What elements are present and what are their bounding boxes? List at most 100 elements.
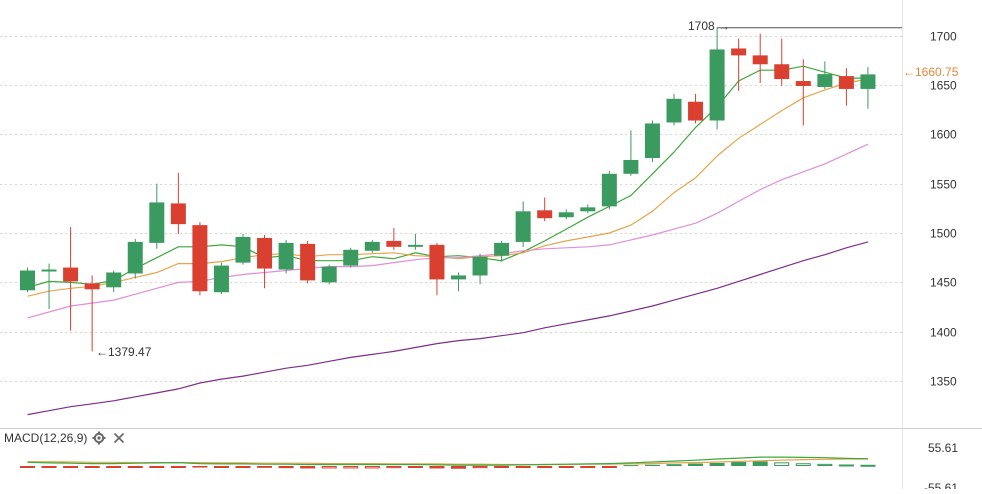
candle bbox=[407, 234, 423, 250]
candle-body bbox=[451, 275, 466, 280]
macd-histogram-bar bbox=[170, 466, 186, 468]
macd-histogram-bar bbox=[515, 466, 531, 468]
macd-histogram-bar bbox=[407, 466, 423, 468]
candle bbox=[343, 247, 359, 268]
candle-body bbox=[472, 256, 488, 276]
macd-histogram-bar bbox=[192, 466, 208, 468]
candle bbox=[838, 68, 854, 106]
macd-histogram-bar bbox=[494, 466, 510, 468]
candle bbox=[709, 27, 725, 130]
macd-panel: 55.61 -55.61 bbox=[20, 441, 958, 494]
macd-histogram-bar bbox=[235, 466, 251, 468]
macd-histogram-bar bbox=[321, 466, 337, 469]
candle-body bbox=[257, 237, 273, 269]
candle bbox=[321, 264, 337, 285]
candle bbox=[515, 201, 531, 247]
candle-body bbox=[84, 283, 100, 290]
candle-body bbox=[321, 266, 337, 283]
macd-tick-label: -55.61 bbox=[924, 481, 958, 489]
macd-histogram-bar bbox=[601, 466, 617, 468]
macd-histogram-bar bbox=[386, 466, 402, 469]
close-icon[interactable] bbox=[111, 430, 127, 446]
macd-histogram-bar bbox=[472, 466, 488, 469]
moving-average-line bbox=[27, 78, 869, 297]
macd-histogram-bar bbox=[709, 462, 725, 466]
candle bbox=[257, 234, 273, 289]
macd-histogram-bar bbox=[451, 466, 466, 469]
min-price-label: ←1379.47 bbox=[96, 345, 152, 359]
candle bbox=[300, 240, 316, 284]
candle-body bbox=[407, 244, 423, 247]
price-tick-label: 1600 bbox=[930, 128, 957, 142]
candle bbox=[429, 242, 445, 296]
candle-body bbox=[192, 225, 208, 292]
gear-icon[interactable] bbox=[91, 430, 107, 446]
macd-histogram-bar bbox=[774, 462, 790, 467]
price-tick-label: 1450 bbox=[930, 276, 957, 290]
candle bbox=[192, 222, 208, 296]
moving-average-line bbox=[27, 143, 869, 319]
macd-histogram-bar bbox=[63, 466, 79, 468]
macd-histogram-bar bbox=[580, 466, 596, 468]
candle-body bbox=[558, 212, 574, 218]
macd-histogram-bar bbox=[20, 466, 35, 468]
price-tick-label: 1650 bbox=[930, 79, 957, 93]
moving-average-line bbox=[27, 241, 869, 416]
candle-body bbox=[709, 49, 725, 121]
candle-body bbox=[537, 210, 553, 219]
candle-body bbox=[149, 202, 165, 243]
candle bbox=[774, 38, 790, 86]
macd-histogram-bar bbox=[644, 464, 660, 466]
macd-histogram-bar bbox=[731, 462, 747, 466]
candle-body bbox=[41, 269, 57, 272]
macd-indicator-label: MACD(12,26,9) bbox=[4, 431, 88, 445]
macd-histogram-bar bbox=[752, 461, 768, 466]
candle-layer bbox=[20, 27, 876, 352]
candle bbox=[84, 275, 100, 352]
macd-histogram-bar bbox=[149, 466, 165, 468]
candle bbox=[170, 172, 186, 235]
candle bbox=[860, 67, 876, 109]
price-tick-label: 1350 bbox=[930, 375, 957, 389]
candle bbox=[149, 183, 165, 249]
candle-body bbox=[795, 81, 811, 86]
candle-body bbox=[515, 211, 531, 242]
moving-average-line bbox=[27, 65, 868, 288]
candle-body bbox=[623, 159, 639, 174]
candle bbox=[688, 93, 704, 124]
macd-histogram-bar bbox=[623, 465, 639, 467]
max-price-label: 1708 → bbox=[688, 19, 730, 33]
candle-body bbox=[860, 74, 876, 89]
candle bbox=[580, 204, 596, 214]
candle-body bbox=[63, 267, 79, 282]
candle bbox=[386, 228, 402, 250]
macd-histogram-bar bbox=[537, 466, 553, 468]
last-price-label: ←1660.75 bbox=[903, 65, 959, 79]
candle bbox=[127, 238, 143, 279]
candle-body bbox=[235, 236, 251, 263]
candle bbox=[106, 270, 122, 293]
candle bbox=[731, 38, 747, 91]
candle bbox=[623, 130, 639, 176]
candle-body bbox=[601, 173, 617, 207]
price-tick-label: 1500 bbox=[930, 227, 957, 241]
macd-histogram-bar bbox=[860, 464, 876, 467]
macd-histogram-bar bbox=[343, 466, 359, 469]
candle bbox=[644, 120, 660, 162]
macd-histogram-bar bbox=[795, 463, 811, 466]
macd-histogram-bar bbox=[84, 466, 100, 468]
candle bbox=[451, 272, 466, 292]
candle-body bbox=[429, 244, 445, 280]
moving-average-layer bbox=[27, 65, 869, 416]
candle-body bbox=[106, 272, 122, 288]
candle bbox=[63, 227, 79, 331]
candle-body bbox=[838, 76, 854, 89]
candle-body bbox=[20, 270, 35, 291]
candle-body bbox=[580, 207, 596, 212]
macd-histogram-bar bbox=[429, 466, 445, 469]
macd-histogram-bar bbox=[838, 464, 854, 467]
price-tick-label: 1400 bbox=[930, 326, 957, 340]
